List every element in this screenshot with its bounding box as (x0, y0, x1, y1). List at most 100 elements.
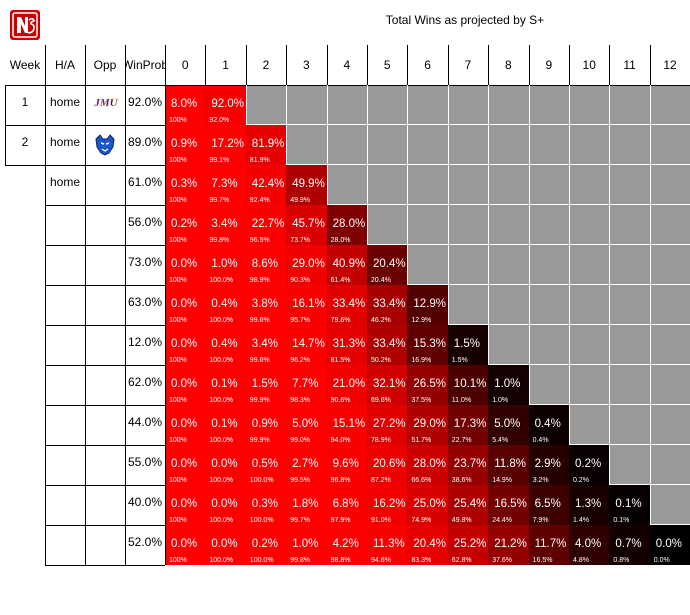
probability-value: 0.0% (171, 258, 198, 270)
probability-cell: 22.7% 96.5% (245, 205, 287, 245)
probability-value: 0.4% (211, 338, 238, 350)
probability-cell: 0.4% 0.4% (528, 405, 570, 445)
grid-line (609, 125, 611, 165)
grid-line (326, 164, 367, 165)
grid-line (326, 124, 367, 125)
cumulative-probability: 99.0% (290, 437, 311, 444)
win-probability: 56.0% (128, 215, 163, 229)
grid-line (528, 324, 569, 325)
probability-cell: 33.4% 46.2% (367, 285, 408, 325)
grid-line (609, 204, 650, 205)
probability-value: 1.0% (211, 258, 238, 270)
grid-line (367, 164, 408, 165)
grid-line (528, 164, 569, 165)
win-probability: 73.0% (128, 255, 163, 269)
empty-cell (609, 445, 651, 485)
cumulative-probability: 74.9% (411, 517, 432, 524)
grid-line (649, 365, 651, 405)
cumulative-probability: 3.2% (532, 477, 549, 484)
probability-cell: 2.7% 99.5% (286, 445, 328, 485)
probability-cell: 6.8% 97.9% (326, 485, 368, 525)
empty-cell (569, 125, 610, 165)
probability-value: 16.2% (373, 498, 406, 510)
probability-value: 16.1% (292, 298, 325, 310)
probability-value: 23.7% (453, 458, 487, 470)
probability-cell: 0.0% 100.0% (205, 445, 247, 485)
cumulative-probability: 24.4% (492, 517, 513, 524)
cumulative-probability: 94.6% (371, 557, 391, 564)
probability-value: 4.2% (332, 538, 359, 550)
probability-cell: 29.0% 90.3% (286, 245, 328, 285)
win-probability: 40.0% (128, 495, 163, 509)
probability-value: 6.5% (534, 498, 561, 510)
cumulative-probability: 100.0% (209, 437, 234, 444)
grid-line (407, 164, 448, 165)
cumulative-probability: 73.7% (290, 237, 311, 244)
probability-value: 0.3% (251, 498, 279, 510)
grid-line (488, 285, 490, 325)
grid-line (649, 404, 690, 405)
empty-cell (609, 125, 651, 165)
grid-line (5, 85, 690, 86)
column-header-wins-7: 7 (464, 58, 472, 72)
grid-line (528, 165, 530, 205)
cumulative-probability: 0.1% (613, 517, 630, 524)
cumulative-probability: 98.8% (330, 557, 351, 564)
probability-value: 3.4% (251, 338, 279, 350)
probability-value: 32.1% (373, 378, 406, 390)
grid-line (569, 45, 570, 85)
cumulative-probability: 14.9% (492, 477, 513, 484)
probability-value: 1.0% (292, 538, 319, 550)
probability-cell: 1.5% 99.9% (245, 365, 287, 405)
probability-cell: 0.3% 100% (165, 165, 206, 205)
probability-value: 42.4% (251, 178, 285, 190)
probability-cell: 11.3% 94.6% (367, 525, 408, 565)
probability-cell: 14.7% 96.2% (286, 325, 328, 365)
grid-line (488, 85, 490, 125)
probability-value: 4.0% (575, 538, 602, 550)
probability-value: 40.9% (332, 258, 366, 270)
grid-line (649, 444, 690, 445)
empty-cell (569, 325, 610, 365)
empty-cell (447, 285, 489, 325)
probability-cell: 0.0% 100% (165, 245, 206, 285)
probability-value: 45.7% (292, 218, 325, 230)
probability-cell: 3.4% 99.6% (245, 325, 287, 365)
grid-line (569, 244, 610, 245)
probability-cell: 25.4% 49.8% (447, 485, 489, 525)
grid-line (528, 325, 530, 365)
empty-cell (488, 205, 530, 245)
probability-cell: 0.9% 100% (165, 125, 206, 165)
header-week: Week (9, 57, 41, 72)
grid-line (447, 85, 449, 125)
grid-line (326, 85, 328, 125)
cumulative-probability: 96.5% (249, 237, 270, 244)
cumulative-probability: 4.8% (573, 557, 589, 564)
grid-line (609, 285, 611, 325)
grid-line (488, 364, 529, 365)
grid-line (649, 125, 651, 165)
cumulative-probability: 100% (169, 197, 187, 204)
cumulative-probability: 100% (169, 317, 187, 324)
cumulative-probability: 100.0% (249, 477, 274, 484)
empty-cell (609, 205, 651, 245)
grid-line (45, 365, 165, 366)
probability-cell: 33.4% 79.6% (326, 285, 368, 325)
grid-line (528, 284, 569, 285)
grid-line (609, 124, 650, 125)
probability-cell: 2.9% 3.2% (528, 445, 570, 485)
column-header-wins-11: 11 (623, 58, 636, 72)
probability-cell: 28.0% 66.6% (407, 445, 449, 485)
cumulative-probability: 100% (169, 477, 187, 484)
empty-cell (569, 245, 610, 285)
grid-line (447, 204, 489, 205)
empty-cell (528, 165, 570, 205)
win-probability: 61.0% (128, 175, 163, 189)
grid-line (649, 364, 690, 365)
cumulative-probability: 46.2% (371, 317, 391, 324)
probability-value: 2.7% (292, 458, 319, 470)
probability-value: 0.1% (211, 418, 238, 430)
empty-cell (245, 85, 287, 125)
probability-cell: 29.0% 51.7% (407, 405, 449, 445)
empty-cell (649, 325, 690, 365)
